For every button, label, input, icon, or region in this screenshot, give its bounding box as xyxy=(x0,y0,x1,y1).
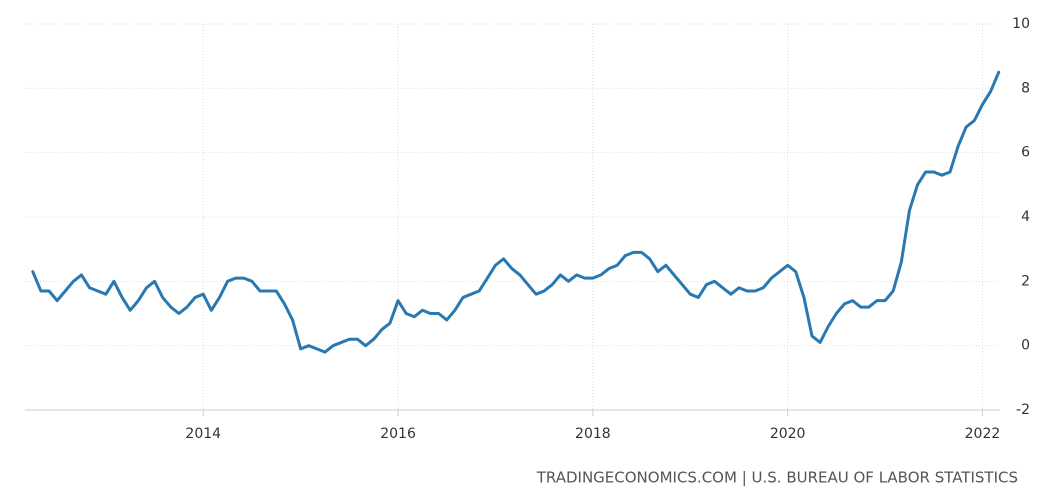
data-line xyxy=(31,70,1001,354)
y-tick-label: -2 xyxy=(1016,402,1030,418)
y-tick-label: 4 xyxy=(1021,209,1030,225)
x-tick-label: 2014 xyxy=(185,426,221,442)
x-tick-label: 2022 xyxy=(965,426,1001,442)
x-tick-label: 2020 xyxy=(770,426,806,442)
y-tick-label: 2 xyxy=(1021,273,1030,289)
y-tick-label: 10 xyxy=(1012,16,1030,32)
x-tick-label: 2018 xyxy=(575,426,611,442)
y-tick-label: 6 xyxy=(1021,145,1030,161)
x-tick-label: 2016 xyxy=(380,426,416,442)
y-tick-label: 0 xyxy=(1021,338,1030,354)
source: TRADINGECONOMICS.COM | U.S. BUREAU OF LA… xyxy=(536,469,1018,487)
y-tick-label: 8 xyxy=(1021,80,1030,96)
